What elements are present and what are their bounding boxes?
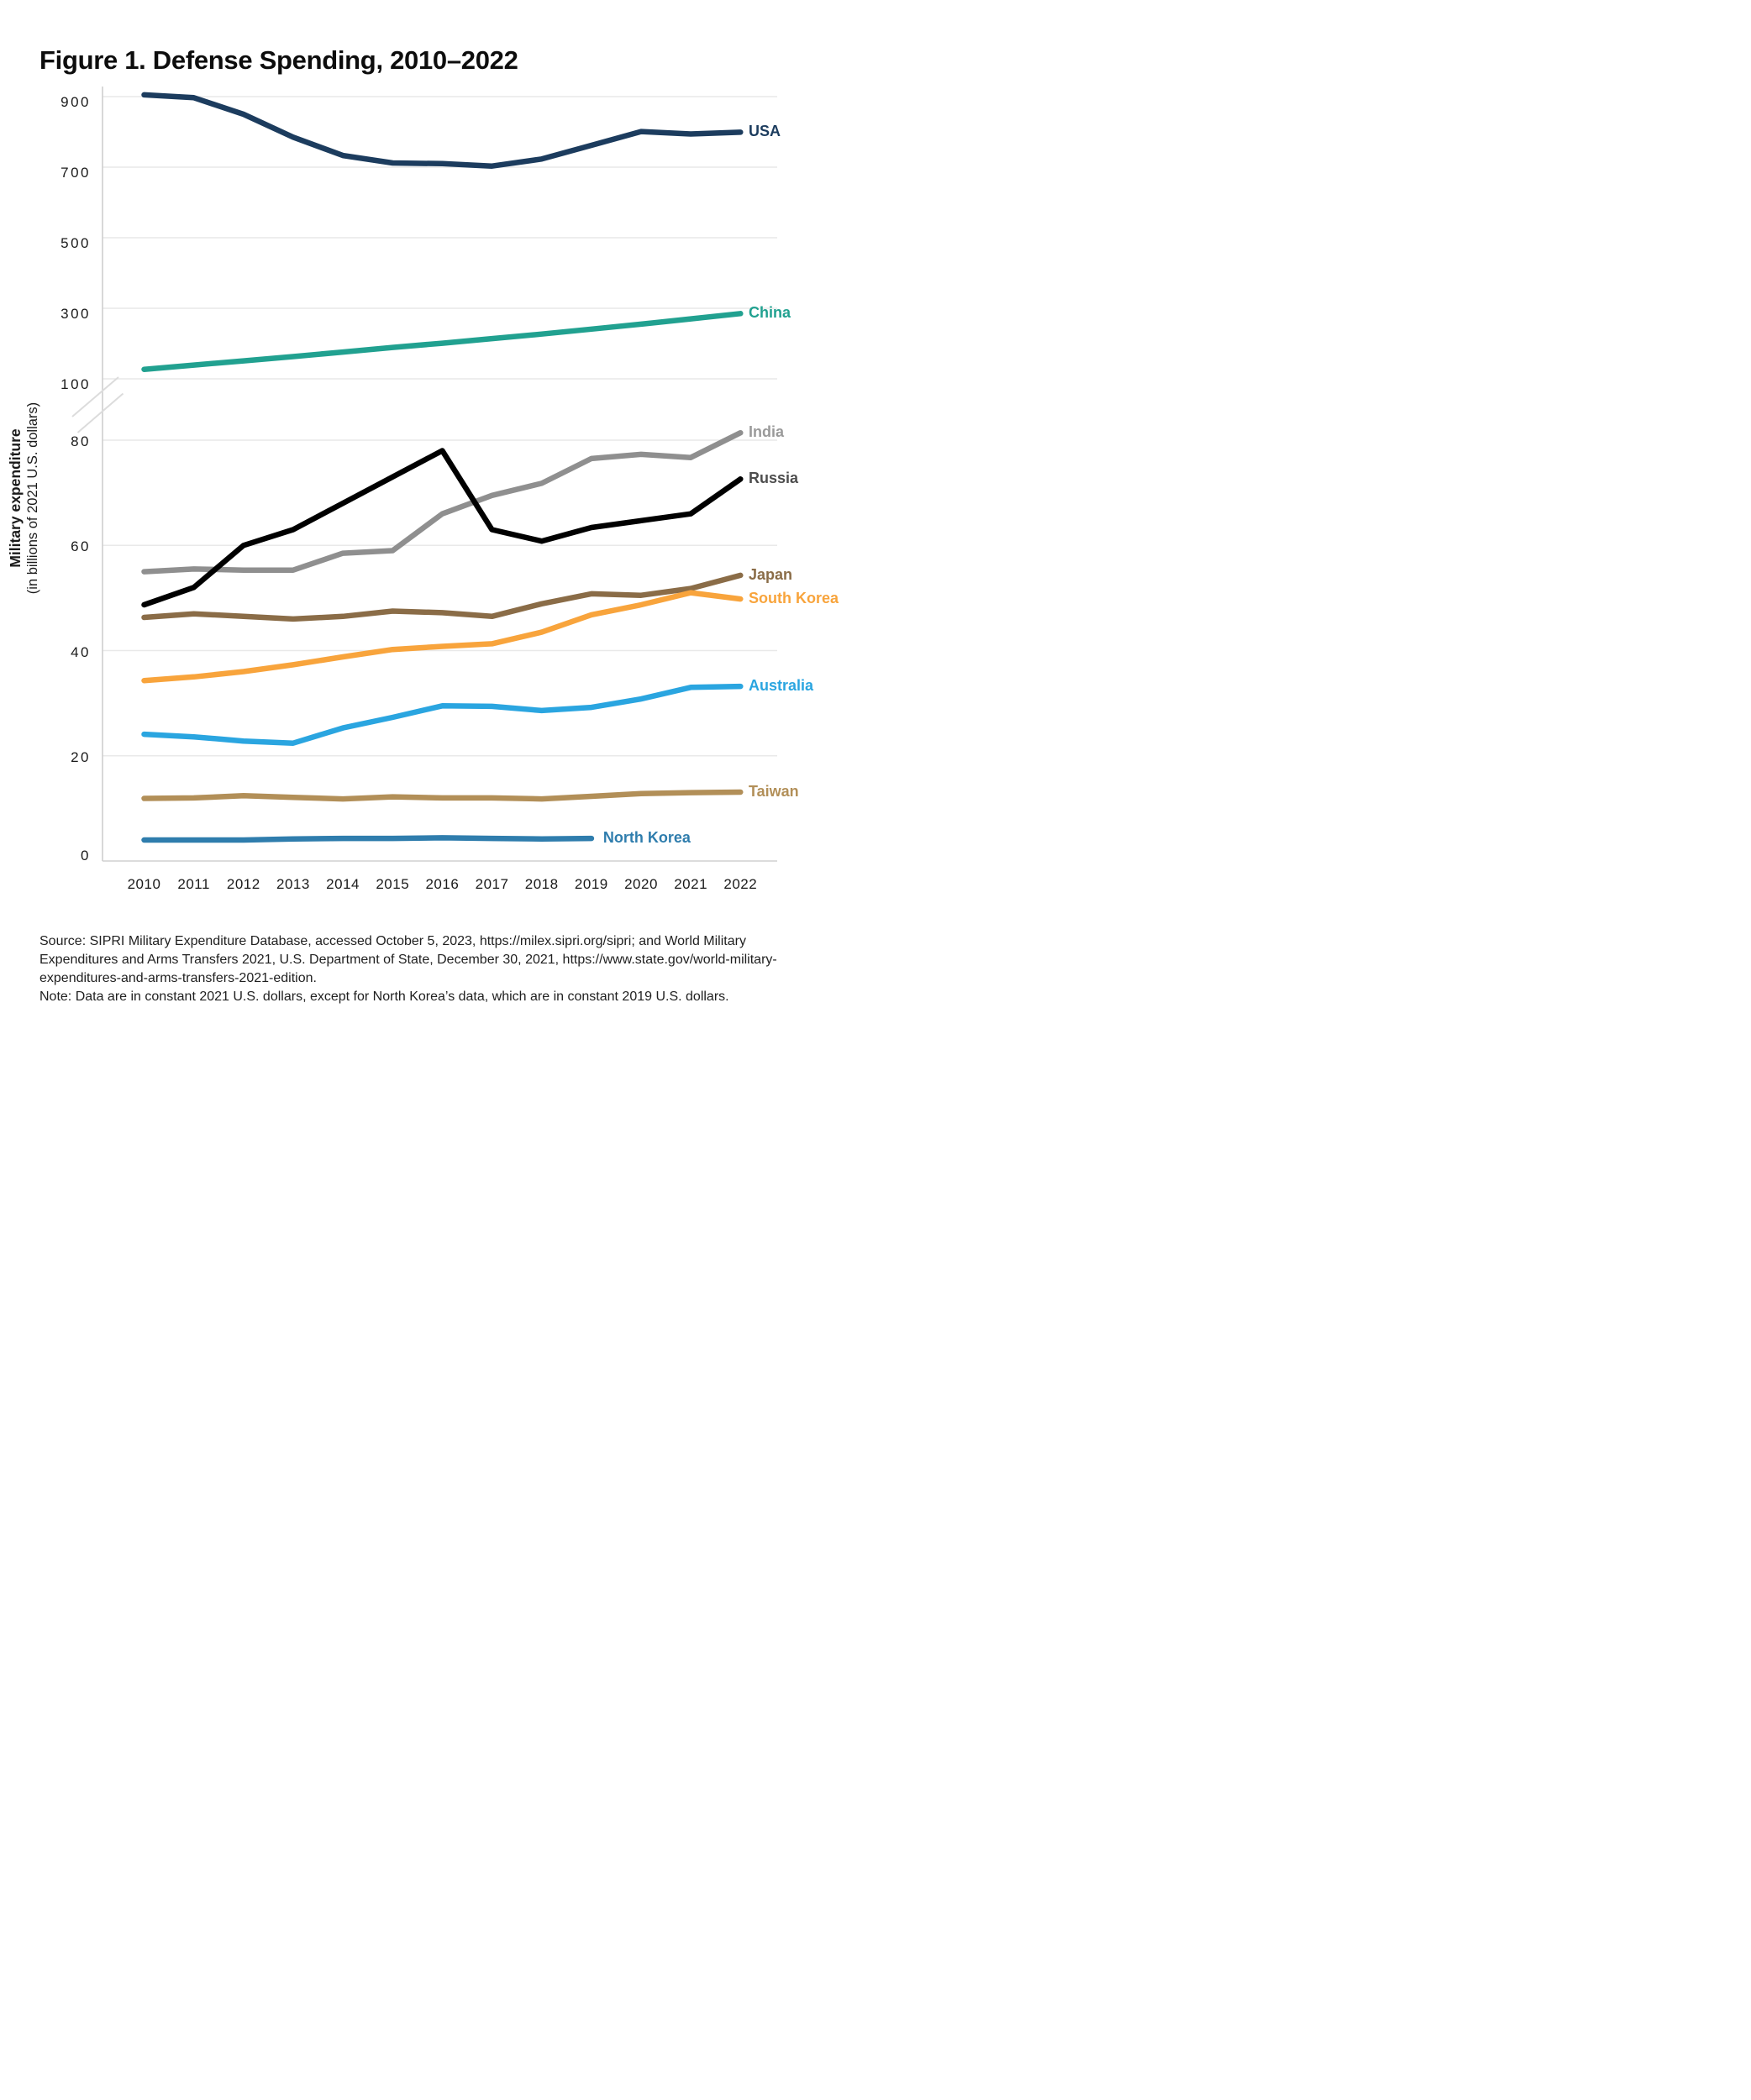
x-tick-2020: 2020 bbox=[624, 876, 658, 892]
series-label-taiwan: Taiwan bbox=[749, 783, 799, 801]
y-tick-300: 300 bbox=[60, 306, 91, 322]
series-label-china: China bbox=[749, 304, 791, 322]
series-line-taiwan bbox=[141, 789, 744, 802]
chart-title: Figure 1. Defense Spending, 2010–2022 bbox=[39, 45, 518, 75]
y-tick-40: 40 bbox=[71, 643, 91, 660]
y-tick-700: 700 bbox=[60, 165, 91, 181]
series-label-japan: Japan bbox=[749, 566, 793, 584]
source-line: Note: Data are in constant 2021 U.S. dol… bbox=[39, 990, 729, 1004]
source-line: Source: SIPRI Military Expenditure Datab… bbox=[39, 934, 746, 948]
series-label-south-korea: South Korea bbox=[749, 590, 839, 607]
y-tick-80: 80 bbox=[71, 433, 91, 449]
source-note: Source: SIPRI Military Expenditure Datab… bbox=[39, 932, 777, 1006]
x-tick-2014: 2014 bbox=[326, 876, 360, 892]
y-tick-900: 900 bbox=[60, 94, 91, 110]
x-tick-2017: 2017 bbox=[475, 876, 509, 892]
figure-page: Figure 1. Defense Spending, 2010–2022 Mi… bbox=[0, 0, 876, 1050]
x-tick-2015: 2015 bbox=[376, 876, 410, 892]
axis-break-mark bbox=[76, 392, 124, 433]
x-tick-2018: 2018 bbox=[524, 876, 559, 892]
series-label-russia: Russia bbox=[749, 470, 799, 487]
y-tick-100: 100 bbox=[60, 376, 91, 392]
series-line-china bbox=[141, 311, 744, 372]
line-chart-plot bbox=[71, 87, 777, 862]
source-line: expenditures-and-arms-transfers-2021-edi… bbox=[39, 971, 317, 985]
series-line-usa bbox=[141, 92, 744, 169]
x-tick-2016: 2016 bbox=[425, 876, 460, 892]
x-tick-2010: 2010 bbox=[127, 876, 161, 892]
series-line-japan bbox=[141, 572, 744, 622]
x-tick-2011: 2011 bbox=[177, 876, 210, 892]
series-line-russia bbox=[141, 448, 744, 608]
x-tick-2022: 2022 bbox=[723, 876, 758, 892]
series-line-india bbox=[141, 429, 744, 575]
y-tick-60: 60 bbox=[71, 538, 91, 555]
series-line-australia bbox=[141, 683, 744, 746]
y-tick-0: 0 bbox=[81, 848, 91, 864]
y-axis-title-main: Military expenditure bbox=[7, 428, 24, 568]
axis-break-mark bbox=[71, 376, 119, 417]
x-tick-2013: 2013 bbox=[276, 876, 310, 892]
y-tick-20: 20 bbox=[71, 748, 91, 765]
series-label-north-korea: North Korea bbox=[602, 829, 691, 847]
series-line-north-korea bbox=[141, 835, 595, 843]
source-line: Expenditures and Arms Transfers 2021, U.… bbox=[39, 953, 777, 967]
x-tick-2021: 2021 bbox=[674, 876, 708, 892]
series-label-australia: Australia bbox=[749, 677, 814, 695]
y-tick-500: 500 bbox=[60, 235, 91, 251]
y-axis-title-units: (in billions of 2021 U.S. dollars) bbox=[25, 402, 40, 595]
x-tick-2019: 2019 bbox=[574, 876, 608, 892]
series-label-india: India bbox=[749, 423, 785, 441]
x-tick-2012: 2012 bbox=[226, 876, 260, 892]
series-label-usa: USA bbox=[749, 123, 781, 140]
series-line-south-korea bbox=[141, 590, 744, 684]
y-axis-title: Military expenditure (in billions of 202… bbox=[7, 263, 42, 733]
